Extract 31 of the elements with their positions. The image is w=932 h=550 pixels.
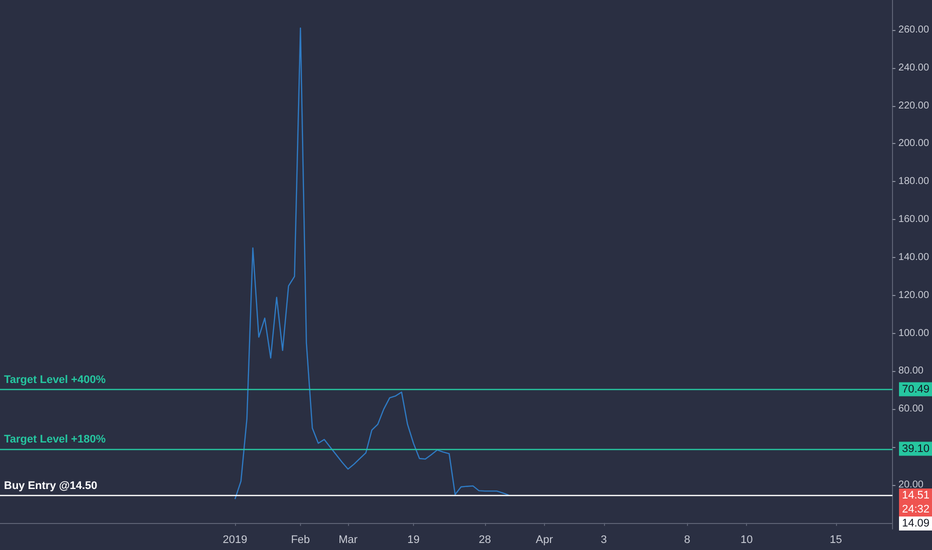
y-tick-label: 20.00 [898,480,924,491]
y-tick-label: 60.00 [898,404,924,415]
y-tick-label: 160.00 [898,214,930,226]
x-tick-label: 2019 [222,534,248,546]
y-tick-label: 80.00 [898,366,924,377]
text: 14.51 [902,489,930,502]
ref-line-label: Target Level +400% [4,374,106,386]
x-tick-label: Apr [536,534,554,546]
x-tick-label: 19 [407,534,420,546]
y-tick-label: 100.00 [898,328,930,339]
ref-line-label: Target Level +180% [4,433,106,446]
y-tick-label: 260.00 [898,24,930,36]
x-tick-label: 15 [830,534,842,546]
y-tick-label: 220.00 [898,100,930,112]
line-series [234,27,510,500]
text: 14.09 [902,517,930,530]
text: 70.49 [902,383,930,396]
ref-line-label: Buy Entry @14.50 [4,480,98,492]
y-tick-label: 120.00 [898,290,930,301]
x-tick-label: Mar [338,534,358,546]
y-tick-label: 240.00 [898,62,930,74]
x-tick-label: 8 [684,534,690,546]
text: 24:32 [902,503,930,516]
x-tick-label: 3 [600,534,607,546]
x-tick-label: 28 [478,534,492,546]
x-tick-label: Feb [290,534,310,546]
y-tick-label: 180.00 [898,176,930,188]
x-tick-label: 10 [740,534,753,546]
y-tick-label: 140.00 [898,252,930,263]
text: 39.10 [902,442,930,455]
y-tick-label: 200.00 [898,138,930,150]
